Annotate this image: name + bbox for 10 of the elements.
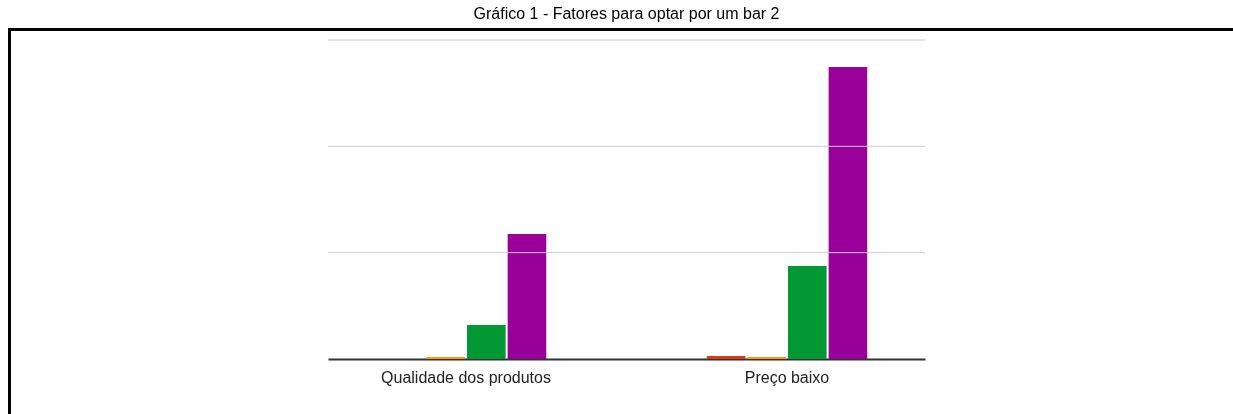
bar <box>747 356 786 359</box>
bar <box>467 325 506 359</box>
bar <box>426 356 465 359</box>
chart-title: Gráfico 1 - Fatores para optar por um bar 2 <box>473 4 780 22</box>
bar <box>828 66 868 359</box>
x-tick-label: Preço baixo <box>744 368 830 386</box>
bar <box>507 233 547 359</box>
bar <box>706 356 746 359</box>
x-tick-label: Qualidade dos produtos <box>381 368 551 386</box>
bar <box>788 266 827 359</box>
